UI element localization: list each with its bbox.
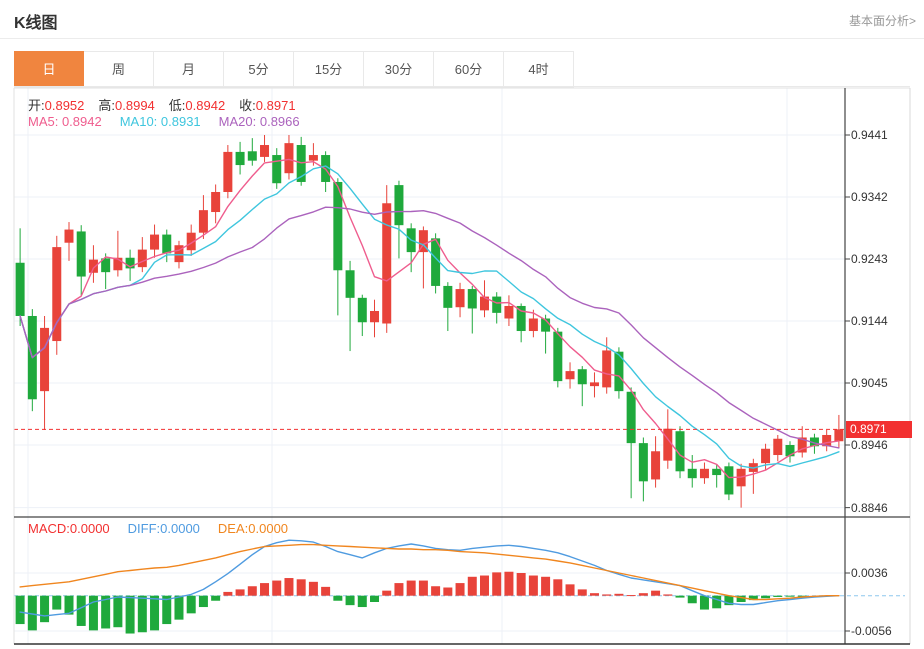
tab-60min[interactable]: 60分 [434, 51, 504, 87]
fundamental-analysis-link[interactable]: 基本面分析> [848, 14, 916, 28]
close-label: 收: [239, 98, 256, 113]
y-axis-label: 0.9342 [851, 190, 888, 204]
current-price-tag: 0.8971 [846, 421, 912, 438]
y-axis-label: 0.9243 [851, 252, 888, 266]
ohlc-readout: 开:0.8952 高:0.8994 低:0.8942 收:0.8971 [28, 95, 310, 114]
high-value: 0.8994 [115, 98, 155, 113]
y-axis-label: 0.9441 [851, 128, 888, 142]
diff-value: DIFF:0.0000 [127, 521, 200, 536]
close-value: 0.8971 [255, 98, 296, 113]
tab-bar-underline [14, 86, 910, 87]
macd-value: MACD:0.0000 [28, 521, 110, 536]
tab-4hour[interactable]: 4时 [504, 51, 574, 87]
y-axis-label: 0.9144 [851, 314, 888, 328]
macd-readout: MACD:0.0000 DIFF:0.0000 DEA:0.0000 [28, 521, 306, 536]
tab-month[interactable]: 月 [154, 51, 224, 87]
ma10-readout: MA10: 0.8931 [119, 114, 201, 129]
low-label: 低: [168, 98, 186, 113]
open-label: 开: [28, 98, 45, 113]
page-title: K线图 [14, 15, 58, 32]
ma-readout: MA5: 0.8942 MA10: 0.8931 MA20: 0.8966 [28, 114, 318, 129]
dea-value: DEA:0.0000 [217, 521, 289, 536]
low-value: 0.8942 [185, 98, 226, 113]
period-tab-bar: 日周月 5分 15分 30分 60分 4时 [14, 51, 574, 88]
y-axis-label: -0.0056 [851, 624, 892, 638]
y-axis-label: 0.8846 [851, 501, 888, 515]
open-value: 0.8952 [44, 98, 85, 113]
header-divider [0, 38, 924, 39]
y-axis-label: 0.9045 [851, 376, 888, 390]
ma20-readout: MA20: 0.8966 [218, 114, 300, 129]
tab-5min[interactable]: 5分 [224, 51, 294, 87]
y-axis-label: 0.0036 [851, 566, 888, 580]
tab-15min[interactable]: 15分 [294, 51, 364, 87]
ma5-readout: MA5: 0.8942 [28, 114, 102, 129]
high-label: 高: [98, 98, 116, 113]
tab-day[interactable]: 日 [14, 51, 84, 87]
y-axis-label: 0.8946 [851, 438, 888, 452]
